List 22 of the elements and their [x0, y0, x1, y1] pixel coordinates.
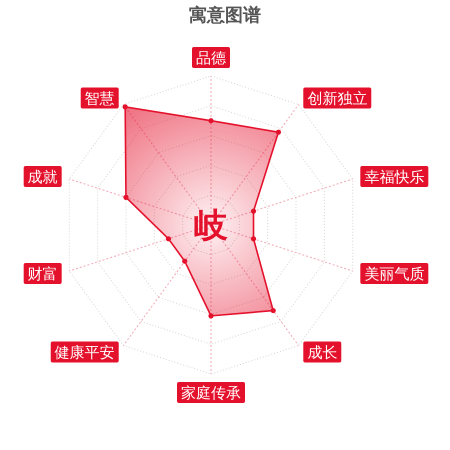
axis-name: 创新独立 — [303, 87, 372, 108]
axis-name: 财富 — [24, 263, 62, 284]
spoke-label: 财富 — [28, 265, 58, 284]
text: 岐 — [194, 206, 228, 246]
spoke-label: 成就 — [28, 168, 58, 186]
axis-name: 品德 — [192, 47, 230, 68]
axis-name: 成就 — [24, 166, 62, 187]
axis-name: 美丽气质 — [360, 263, 428, 284]
spoke-label: 美丽气质 — [364, 265, 424, 284]
spoke-label: 幸福快乐 — [364, 168, 424, 186]
axis-name: 幸福快乐 — [360, 166, 428, 187]
spoke-label: 品德 — [196, 49, 226, 67]
spoke-label: 智慧 — [84, 89, 115, 108]
axis-name: 智慧 — [80, 87, 119, 108]
axis-name: 家庭传承 — [177, 382, 245, 403]
axis-name: 健康平安 — [50, 342, 119, 363]
chart-title: 寓意图谱 — [189, 5, 261, 26]
spoke-label: 创新独立 — [307, 89, 368, 108]
axis-name: 成长 — [303, 342, 342, 363]
spoke-label: 家庭传承 — [181, 384, 241, 402]
spoke-label: 成长 — [307, 344, 338, 362]
spoke-label: 健康平安 — [54, 344, 115, 362]
